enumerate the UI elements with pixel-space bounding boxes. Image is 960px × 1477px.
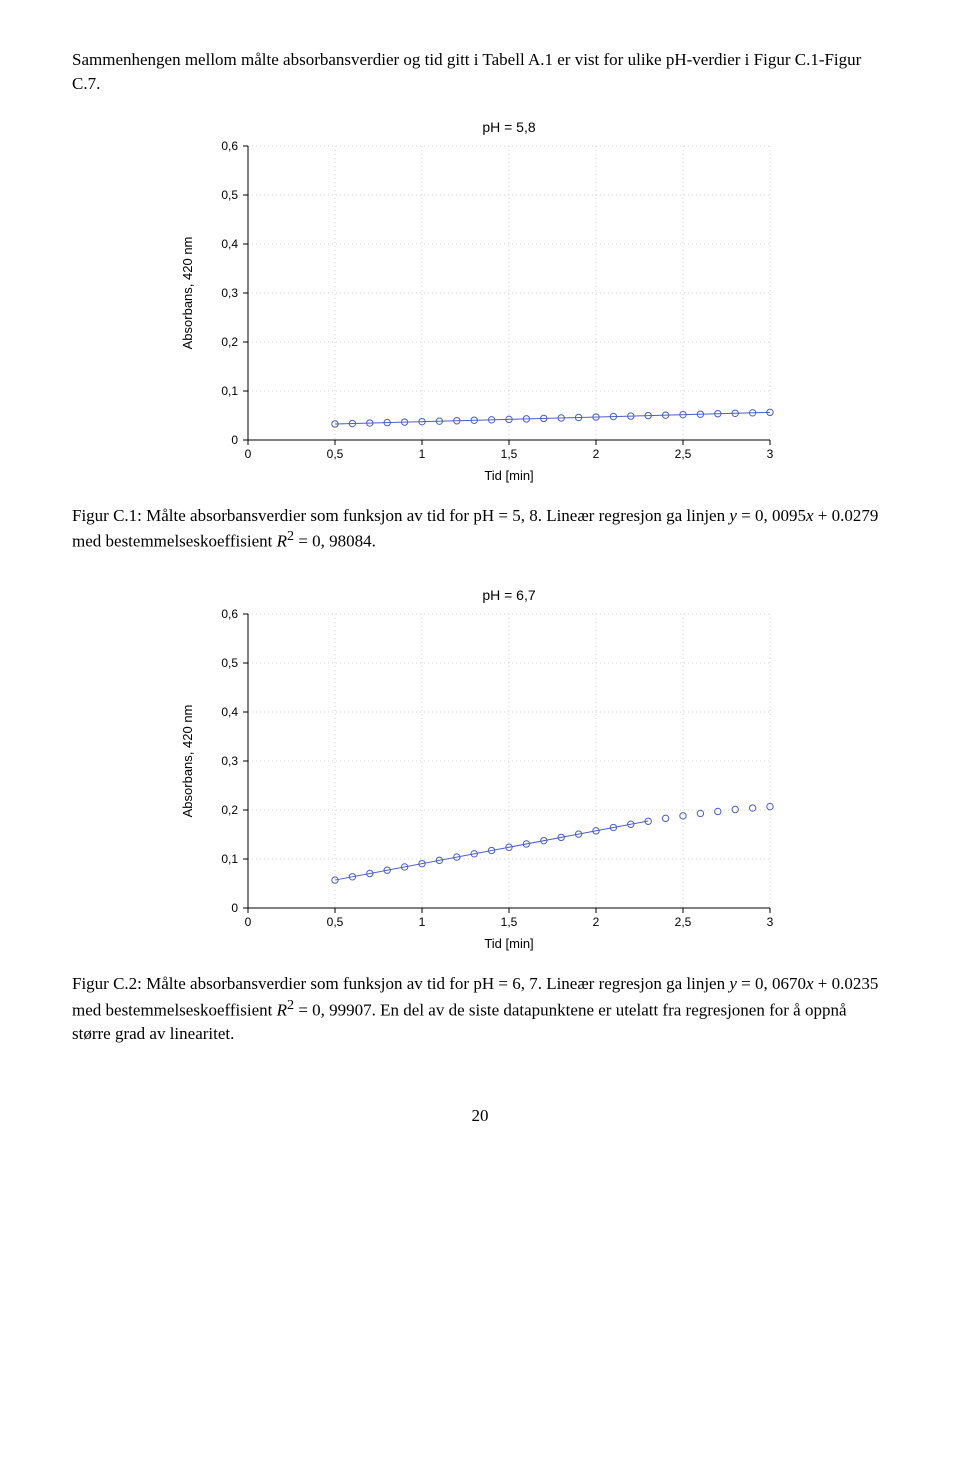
svg-text:0,6: 0,6 — [221, 607, 238, 621]
intro-paragraph: Sammenhengen mellom målte absorbansverdi… — [72, 48, 888, 96]
svg-text:0: 0 — [245, 915, 252, 929]
caption-sup: 2 — [287, 997, 294, 1013]
svg-text:1,5: 1,5 — [501, 447, 518, 461]
svg-text:Tid [min]: Tid [min] — [484, 936, 533, 951]
svg-text:0,5: 0,5 — [327, 447, 344, 461]
figure-c1: 0 0,5 1 1,5 2 2,5 3 0 0,1 0,2 0,3 0,4 0,5 0,6 Tid [min… — [72, 114, 888, 494]
svg-text:Absorbans, 420 nm: Absorbans, 420 nm — [180, 704, 195, 817]
svg-text:0,3: 0,3 — [221, 754, 238, 768]
svg-text:0,2: 0,2 — [221, 803, 238, 817]
svg-text:0,1: 0,1 — [221, 384, 238, 398]
caption-text: Figur C.2: Målte absorbansverdier som fu… — [72, 974, 729, 993]
figure-c1-caption: Figur C.1: Målte absorbansverdier som fu… — [72, 504, 888, 554]
svg-text:0,2: 0,2 — [221, 335, 238, 349]
svg-text:2,5: 2,5 — [675, 915, 692, 929]
caption-text: = 0, 0095 — [737, 506, 806, 525]
caption-eq-y: y — [729, 506, 737, 525]
svg-text:0: 0 — [231, 901, 238, 915]
caption-text: Figur C.1: Målte absorbansverdier som fu… — [72, 506, 729, 525]
page-number: 20 — [72, 1106, 888, 1126]
svg-text:0,6: 0,6 — [221, 139, 238, 153]
svg-text:1: 1 — [419, 447, 426, 461]
svg-text:Tid [min]: Tid [min] — [484, 468, 533, 483]
svg-text:2: 2 — [593, 915, 600, 929]
svg-text:3: 3 — [767, 447, 774, 461]
caption-text: = 0, 98084. — [294, 532, 376, 551]
svg-text:0,5: 0,5 — [221, 188, 238, 202]
svg-text:Absorbans, 420 nm: Absorbans, 420 nm — [180, 236, 195, 349]
svg-text:2,5: 2,5 — [675, 447, 692, 461]
svg-text:0,1: 0,1 — [221, 852, 238, 866]
svg-text:0,5: 0,5 — [221, 656, 238, 670]
svg-text:2: 2 — [593, 447, 600, 461]
caption-eq-x: x — [806, 506, 814, 525]
svg-text:3: 3 — [767, 915, 774, 929]
caption-eq-R: R — [277, 1000, 287, 1019]
caption-eq-y: y — [729, 974, 737, 993]
caption-sup: 2 — [287, 528, 294, 544]
caption-eq-x: x — [806, 974, 814, 993]
svg-text:0,5: 0,5 — [327, 915, 344, 929]
svg-text:pH = 5,8: pH = 5,8 — [482, 119, 536, 135]
svg-text:0,3: 0,3 — [221, 286, 238, 300]
svg-text:0,4: 0,4 — [221, 237, 238, 251]
svg-text:1,5: 1,5 — [501, 915, 518, 929]
svg-text:0: 0 — [231, 433, 238, 447]
figure-c2-caption: Figur C.2: Målte absorbansverdier som fu… — [72, 972, 888, 1046]
caption-eq-R: R — [277, 532, 287, 551]
svg-text:pH = 6,7: pH = 6,7 — [482, 587, 536, 603]
svg-text:1: 1 — [419, 915, 426, 929]
svg-text:0: 0 — [245, 447, 252, 461]
caption-text: = 0, 0670 — [737, 974, 806, 993]
figure-c2: 0 0,5 1 1,5 2 2,5 3 0 0,1 0,2 0,3 0,4 0,5 0,6 Tid [min… — [72, 582, 888, 962]
svg-text:0,4: 0,4 — [221, 705, 238, 719]
